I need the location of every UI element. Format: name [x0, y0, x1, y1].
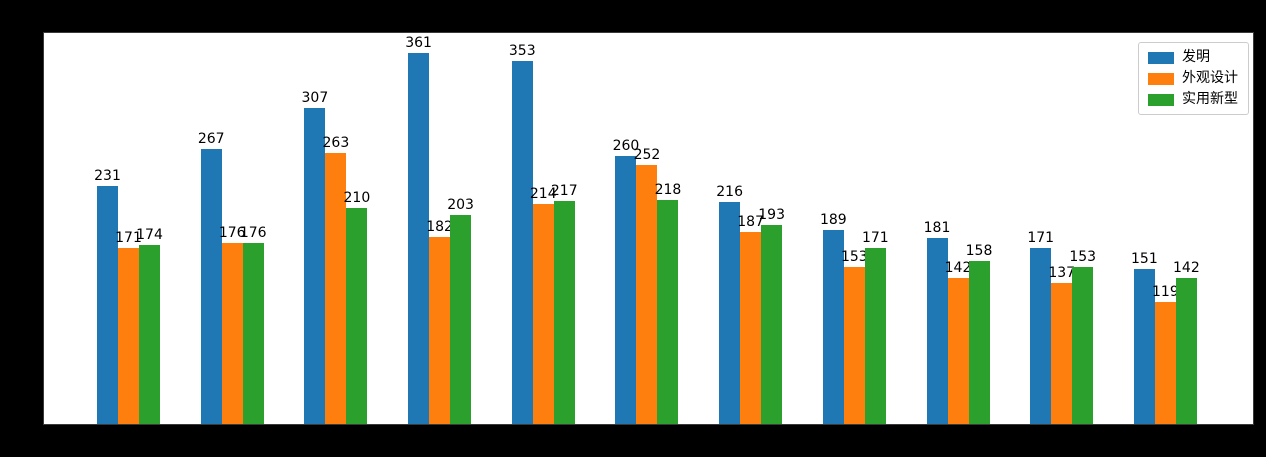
bar-value-label: 182 — [426, 218, 453, 235]
bar-series-0: 151 — [1131, 252, 1158, 424]
bar-series-0: 260 — [613, 139, 639, 424]
bar-series-2: 193 — [758, 208, 785, 424]
bar-series-1: 137 — [1048, 266, 1075, 424]
bar-series-2: 142 — [1173, 261, 1200, 424]
bar-value-label: 203 — [447, 197, 474, 214]
bar-series-0: 267 — [198, 132, 225, 424]
legend-item: 外观设计 — [1148, 71, 1238, 86]
bar-value-label: 158 — [965, 243, 993, 260]
legend-label: 发明 — [1182, 49, 1210, 65]
bar-value-label: 171 — [1027, 230, 1055, 247]
bar-series-1: 142 — [945, 261, 971, 424]
legend-item: 发明 — [1148, 50, 1238, 65]
bar-group: 260 252 218 — [613, 33, 681, 424]
bar-series-2: 171 — [862, 231, 889, 424]
legend-label: 实用新型 — [1182, 91, 1238, 107]
bar-value-label: 151 — [1131, 250, 1158, 267]
bar-value-label: 193 — [758, 207, 785, 224]
legend-item: 实用新型 — [1148, 92, 1238, 107]
bar-series-2: 217 — [551, 184, 578, 424]
bar-value-label: 142 — [944, 259, 972, 276]
bar-value-label: 214 — [529, 185, 557, 202]
legend-swatch-icon — [1148, 72, 1174, 85]
bar-value-label: 260 — [612, 138, 640, 155]
bar-series-1: 182 — [426, 220, 453, 424]
bar-value-label: 153 — [840, 248, 868, 265]
bar-group: 307 263 210 — [302, 33, 370, 424]
bar-value-label: 176 — [218, 224, 246, 241]
legend: 发明外观设计实用新型 — [1138, 42, 1249, 115]
bar-value-label: 176 — [239, 224, 267, 241]
bar-value-label: 137 — [1048, 265, 1076, 282]
bar-group: 151 119 142 — [1131, 33, 1200, 424]
bar-series-2: 218 — [655, 183, 681, 424]
bar-value-label: 267 — [197, 131, 225, 148]
bar-value-label: 189 — [819, 211, 847, 228]
legend-label: 外观设计 — [1182, 70, 1238, 86]
bar-value-label: 216 — [716, 183, 743, 200]
bar-value-label: 307 — [301, 90, 329, 107]
bar-value-label: 263 — [322, 135, 350, 152]
bar-group: 189 153 171 — [820, 33, 889, 424]
bar-series-0: 171 — [1027, 231, 1054, 424]
plot-area: 231 171 174 267 176 176 307 263 210 361 182 203 353 2… — [43, 32, 1254, 425]
bar-value-label: 153 — [1069, 248, 1097, 265]
bar-series-0: 231 — [94, 169, 121, 424]
bar-series-2: 176 — [240, 226, 267, 424]
bar-group: 181 142 158 — [924, 33, 992, 424]
bar-group: 361 182 203 — [405, 33, 474, 424]
bar-value-label: 231 — [94, 168, 121, 185]
bar-value-label: 174 — [136, 226, 163, 243]
bar-series-2: 153 — [1069, 250, 1096, 424]
bar-group: 171 137 153 — [1027, 33, 1096, 424]
bar-series-1: 171 — [115, 231, 142, 424]
bar-value-label: 353 — [508, 42, 536, 59]
bar-group: 231 171 174 — [94, 33, 163, 424]
bar-series-0: 189 — [820, 213, 847, 424]
bar-value-label: 252 — [633, 146, 661, 163]
bar-series-0: 353 — [509, 44, 536, 424]
bar-series-0: 181 — [924, 221, 950, 424]
bar-series-0: 361 — [405, 36, 432, 424]
bar-value-label: 210 — [343, 189, 371, 206]
bar-value-label: 217 — [550, 182, 578, 199]
bar-series-1: 187 — [737, 215, 764, 424]
bars-container: 231 171 174 267 176 176 307 263 210 361 182 203 353 2… — [44, 33, 1253, 424]
bar-series-1: 153 — [841, 250, 868, 424]
bar-value-label: 218 — [654, 181, 682, 198]
bar-series-1: 176 — [219, 226, 246, 424]
legend-swatch-icon — [1148, 51, 1174, 64]
bar-group: 353 214 217 — [509, 33, 578, 424]
legend-swatch-icon — [1148, 93, 1174, 106]
bar-series-1: 214 — [530, 187, 557, 424]
bar-group: 267 176 176 — [198, 33, 267, 424]
bar-series-1: 263 — [323, 136, 349, 424]
bar-value-label: 119 — [1152, 283, 1179, 300]
bar-value-label: 142 — [1173, 259, 1200, 276]
bar-value-label: 181 — [923, 219, 951, 236]
bar-series-2: 174 — [136, 228, 163, 424]
bar-series-1: 119 — [1152, 285, 1179, 424]
bar-value-label: 187 — [737, 213, 764, 230]
bar-series-2: 158 — [966, 244, 992, 424]
bar-series-0: 216 — [716, 185, 743, 424]
bar-series-1: 252 — [634, 148, 660, 424]
bar-value-label: 171 — [861, 230, 889, 247]
bar-series-0: 307 — [302, 91, 328, 424]
bar-series-2: 203 — [447, 198, 474, 424]
bar-group: 216 187 193 — [716, 33, 785, 424]
bar-value-label: 171 — [115, 230, 142, 247]
bar-value-label: 361 — [405, 34, 432, 51]
bar-series-2: 210 — [344, 191, 370, 424]
